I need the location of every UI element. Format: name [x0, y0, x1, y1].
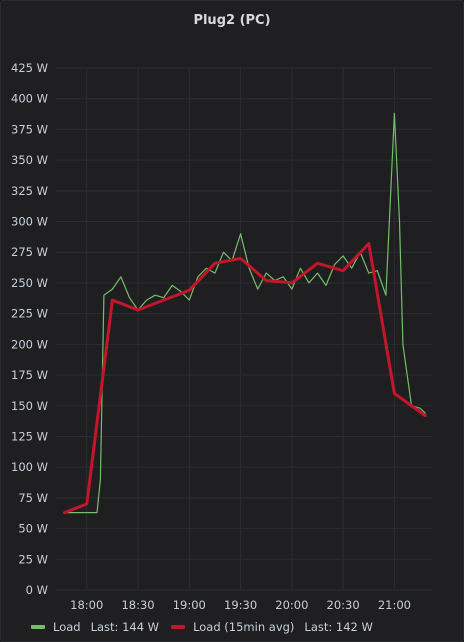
data-point-load-avg	[110, 298, 114, 302]
y-tick-label: 50 W	[18, 522, 48, 536]
x-tick-label: 19:00	[173, 598, 206, 612]
data-point-load	[90, 511, 94, 515]
x-tick-label: 20:00	[275, 598, 308, 612]
data-point-load	[290, 287, 294, 291]
data-point-load	[222, 250, 226, 254]
data-point-load	[307, 281, 311, 285]
data-point-load-avg	[367, 242, 371, 246]
data-point-load	[398, 220, 402, 224]
y-tick-label: 400 W	[11, 92, 48, 106]
data-point-load	[95, 511, 99, 515]
data-point-load	[316, 271, 320, 275]
x-tick-label: 18:30	[121, 598, 154, 612]
legend-item-load[interactable]: Load Last: 144 W	[31, 620, 159, 634]
x-axis-ticks: 18:00 18:30 19:00 19:30 20:00 20:30 21:00	[70, 598, 411, 612]
data-point-load	[153, 293, 157, 297]
data-point-load	[281, 275, 285, 279]
legend-swatch	[31, 625, 45, 629]
grid	[56, 67, 432, 591]
data-point-load	[119, 275, 123, 279]
legend-series-name: Load	[53, 620, 81, 634]
y-tick-label: 0 W	[26, 583, 48, 597]
y-tick-label: 300 W	[11, 215, 48, 229]
data-point-load	[367, 271, 371, 275]
data-point-load	[145, 298, 149, 302]
data-point-load	[392, 111, 396, 115]
legend: Load Last: 144 W Load (15min avg) Last: …	[31, 618, 385, 636]
y-tick-label: 250 W	[11, 276, 48, 290]
data-point-load	[213, 271, 217, 275]
data-point-load	[324, 283, 328, 287]
legend-series-name: Load (15min avg)	[193, 620, 295, 634]
y-tick-label: 200 W	[11, 337, 48, 351]
data-point-load-avg	[136, 308, 140, 312]
y-axis-ticks: 0 W 25 W 50 W 75 W 100 W 125 W 150 W 175 W 200 W…	[11, 61, 48, 597]
legend-item-load-avg[interactable]: Load (15min avg) Last: 142 W	[171, 620, 373, 634]
data-point-load	[256, 287, 260, 291]
data-point-load	[187, 298, 191, 302]
data-point-load	[102, 293, 106, 297]
data-point-load-avg	[423, 414, 427, 418]
y-tick-label: 175 W	[11, 368, 48, 382]
y-tick-label: 225 W	[11, 307, 48, 321]
y-tick-label: 100 W	[11, 460, 48, 474]
data-point-load	[239, 232, 243, 236]
data-point-load-avg	[392, 392, 396, 396]
y-tick-label: 275 W	[11, 245, 48, 259]
data-point-load-avg	[239, 256, 243, 260]
data-point-load	[298, 266, 302, 270]
y-tick-label: 125 W	[11, 429, 48, 443]
data-point-load-avg	[63, 511, 67, 515]
data-point-load-avg	[290, 281, 294, 285]
data-point-load	[264, 271, 268, 275]
panel-title[interactable]: Plug2 (PC)	[193, 13, 271, 28]
y-tick-label: 350 W	[11, 153, 48, 167]
y-tick-label: 150 W	[11, 399, 48, 413]
y-tick-label: 325 W	[11, 184, 48, 198]
y-tick-label: 75 W	[18, 491, 48, 505]
data-point-load	[333, 263, 337, 267]
data-point-load	[110, 287, 114, 291]
data-point-load	[401, 342, 405, 346]
legend-last-value: Last: 142 W	[304, 620, 373, 634]
x-tick-label: 20:30	[327, 598, 360, 612]
data-point-load-avg	[341, 269, 345, 273]
y-tick-label: 25 W	[18, 552, 48, 566]
legend-last-value: Last: 144 W	[90, 620, 160, 634]
data-point-load-avg	[264, 279, 268, 283]
data-point-load-avg	[85, 502, 89, 506]
x-tick-label: 21:00	[378, 598, 411, 612]
y-tick-label: 375 W	[11, 122, 48, 136]
legend-swatch	[171, 625, 186, 629]
data-point-load-avg	[187, 288, 191, 292]
data-point-load	[341, 254, 345, 258]
x-tick-label: 18:00	[70, 598, 103, 612]
series-layer	[63, 111, 427, 515]
data-point-load	[350, 266, 354, 270]
data-point-load	[98, 478, 102, 482]
data-point-load	[81, 511, 85, 515]
x-tick-label: 19:30	[224, 598, 257, 612]
data-point-load	[375, 269, 379, 273]
data-point-load	[128, 296, 132, 300]
data-point-load-avg	[316, 261, 320, 265]
data-point-load-avg	[213, 261, 217, 265]
y-tick-label: 425 W	[11, 61, 48, 75]
data-point-load	[384, 293, 388, 297]
data-point-load-avg	[162, 298, 166, 302]
series-line-load-avg	[63, 242, 427, 515]
data-point-load	[170, 283, 174, 287]
series-line-load	[63, 112, 426, 514]
